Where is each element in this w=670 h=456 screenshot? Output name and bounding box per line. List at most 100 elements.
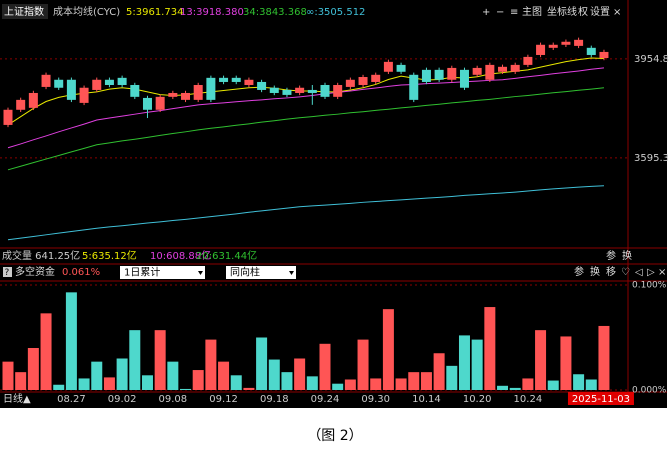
bar — [497, 385, 509, 390]
candle-body — [244, 79, 254, 85]
bar — [180, 388, 192, 390]
candle-body — [16, 99, 26, 110]
dropdown[interactable] — [120, 266, 205, 279]
dropdown[interactable] — [226, 266, 296, 279]
chart-title: 上证指数 — [4, 5, 44, 18]
toolbar-button[interactable]: 参 — [574, 265, 584, 278]
toolbar-button[interactable]: ◁ — [635, 267, 643, 278]
toolbar-button[interactable]: + — [482, 7, 490, 18]
toolbar-button[interactable]: 参 — [606, 249, 616, 262]
toolbar-button[interactable]: × — [658, 267, 666, 278]
bar — [15, 372, 27, 390]
x-tick-label: 08.27 — [57, 394, 86, 405]
bar — [192, 370, 204, 390]
candle-body — [54, 79, 64, 88]
title-bg — [2, 4, 48, 19]
bar — [332, 383, 344, 390]
toolbar-button[interactable]: ▷ — [647, 267, 655, 278]
candle-body — [459, 69, 469, 88]
candle-body — [574, 39, 584, 46]
x-tick-label: 09.24 — [311, 394, 340, 405]
toolbar-button[interactable]: 换 — [622, 249, 632, 262]
candle-body — [447, 67, 457, 80]
toolbar-button[interactable]: 换 — [590, 265, 600, 278]
bar — [522, 378, 534, 390]
bar — [40, 313, 52, 390]
bar — [268, 359, 280, 390]
dropdown-text: 同向柱 — [230, 266, 260, 279]
toolbar-button[interactable]: ♡ — [621, 267, 630, 278]
toolbar-button[interactable]: ≡ — [510, 7, 518, 18]
candle-body — [498, 66, 508, 72]
bar — [408, 372, 420, 390]
cost-line — [7, 67, 605, 149]
candle-body — [104, 79, 114, 85]
candle-body — [130, 84, 140, 97]
bar — [573, 374, 585, 390]
candle-body — [181, 92, 191, 100]
cost-line — [7, 57, 604, 126]
toolbar-button[interactable]: 移 — [606, 265, 616, 278]
candle-body — [599, 51, 609, 59]
bar — [2, 361, 14, 390]
indicator-name: 成本均线(CYC) — [53, 5, 120, 18]
bar — [319, 343, 331, 390]
x-tick-label: 10.20 — [463, 394, 492, 405]
bar — [205, 339, 217, 390]
caption: （图 2） — [307, 428, 362, 444]
candle-body — [371, 74, 381, 82]
bar — [585, 379, 597, 390]
x-tick-label: 09.12 — [209, 394, 238, 405]
indicator-title: 多空资金 — [15, 265, 55, 278]
candle-body — [434, 69, 444, 80]
candle-body — [28, 92, 38, 108]
x-tick-label: 09.08 — [159, 394, 188, 405]
dropdown-text: 1日累计 — [124, 266, 160, 279]
help-icon[interactable] — [3, 267, 12, 277]
period[interactable]: 日线▲ — [3, 392, 31, 405]
bar — [230, 375, 242, 390]
bar — [53, 384, 65, 390]
volume-legend: 5:635.12亿 — [82, 249, 137, 262]
candle-body — [282, 89, 292, 95]
candle-body — [193, 84, 203, 100]
y-tick-label: 3954.8 — [634, 54, 669, 65]
toolbar-button[interactable]: × — [613, 7, 621, 18]
x-tick-label: 10.24 — [514, 394, 543, 405]
bar — [91, 361, 103, 390]
x-tick-label: 09.02 — [108, 394, 137, 405]
toolbar-button[interactable]: − — [496, 7, 504, 18]
bar — [167, 361, 179, 390]
date-highlight — [567, 392, 634, 405]
candle-body — [523, 56, 533, 65]
bar — [129, 330, 141, 390]
volume-legend: 20:631.44亿 — [196, 249, 257, 262]
candle-body — [168, 92, 178, 97]
bar — [256, 337, 268, 390]
bar — [509, 387, 521, 390]
candle-body — [510, 64, 520, 72]
toolbar-button[interactable]: 设置 — [590, 6, 610, 18]
candle-body — [485, 64, 495, 80]
candle-body — [231, 77, 241, 82]
legend-entry: 34:3843.368 — [243, 7, 307, 18]
candle-body — [472, 67, 482, 75]
candle-body — [548, 44, 558, 48]
toolbar-button[interactable]: 权 — [578, 5, 588, 18]
cost-line — [7, 87, 605, 171]
candle-body — [345, 79, 355, 87]
volume-label: 成交量 641.25亿 — [2, 249, 80, 262]
bar — [306, 376, 318, 390]
toolbar-button[interactable]: 主图 — [522, 6, 542, 18]
candle-body — [257, 81, 267, 90]
bar — [433, 353, 445, 390]
bar — [535, 330, 547, 390]
candle-body — [358, 77, 368, 85]
bar — [370, 378, 382, 390]
volume-legend: 10:608.88亿 — [150, 249, 211, 262]
y-tick-label: 0.000% — [632, 386, 667, 396]
candle-body — [421, 69, 431, 82]
dropdown-arrow — [289, 271, 294, 275]
toolbar-button[interactable]: 坐标线 — [547, 5, 577, 18]
